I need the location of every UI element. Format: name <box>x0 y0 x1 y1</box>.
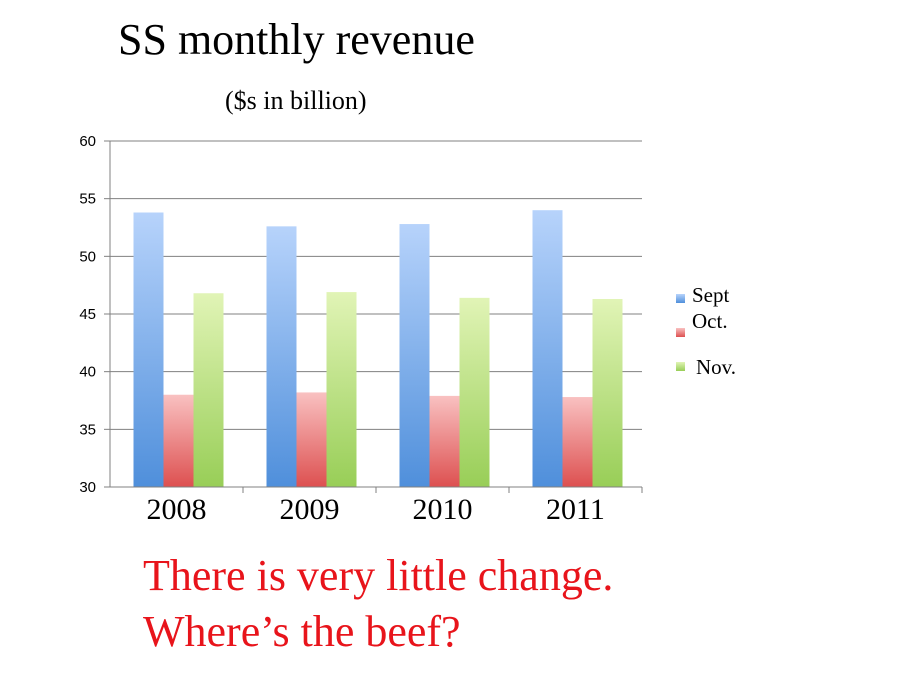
x-tick-label-2010: 2010 <box>413 493 473 526</box>
annotation-line-2: Where’s the beef? <box>143 607 461 656</box>
axes <box>104 140 643 493</box>
bar-sept-2011 <box>532 210 563 487</box>
legend-label-nov: Nov. <box>696 355 736 379</box>
y-tick-label: 35 <box>79 421 96 438</box>
annotation-line-1: There is very little change. <box>143 551 614 600</box>
bar-oct-2011 <box>562 397 593 487</box>
chart-subtitle: ($s in billion) <box>225 86 367 115</box>
legend-label-sept: Sept <box>692 283 730 307</box>
y-tick-label: 50 <box>79 248 96 265</box>
bar-nov-2011 <box>592 299 623 487</box>
y-tick-label: 45 <box>79 306 96 323</box>
y-tick-label: 60 <box>79 133 96 150</box>
annotation: There is very little change. Where’s the… <box>143 548 613 660</box>
y-tick-label: 55 <box>79 191 96 208</box>
legend-label-oct: Oct. <box>692 309 728 333</box>
x-tick-label-2009: 2009 <box>280 493 340 526</box>
bar-oct-2008 <box>163 394 194 487</box>
x-tick-label-2011: 2011 <box>546 493 605 526</box>
x-tick-label-2008: 2008 <box>147 493 207 526</box>
bar-oct-2009 <box>296 392 327 487</box>
bar-sept-2008 <box>133 212 164 488</box>
legend-swatch-sept <box>676 294 685 303</box>
legend-swatch-nov <box>676 362 685 371</box>
y-tick-label: 40 <box>79 364 96 381</box>
y-tick-label: 30 <box>79 479 96 496</box>
bar-nov-2008 <box>193 293 224 487</box>
chart-title: SS monthly revenue <box>118 15 475 64</box>
bar-sept-2010 <box>399 224 430 488</box>
bar-nov-2009 <box>326 292 357 487</box>
bars <box>133 210 623 488</box>
bar-nov-2010 <box>459 297 490 487</box>
bar-sept-2009 <box>266 226 297 487</box>
legend-swatch-oct <box>676 328 685 337</box>
bar-oct-2010 <box>429 395 460 487</box>
tick-labels: 30 35 40 45 50 55 60 2008 2009 2010 2011 <box>79 133 605 526</box>
